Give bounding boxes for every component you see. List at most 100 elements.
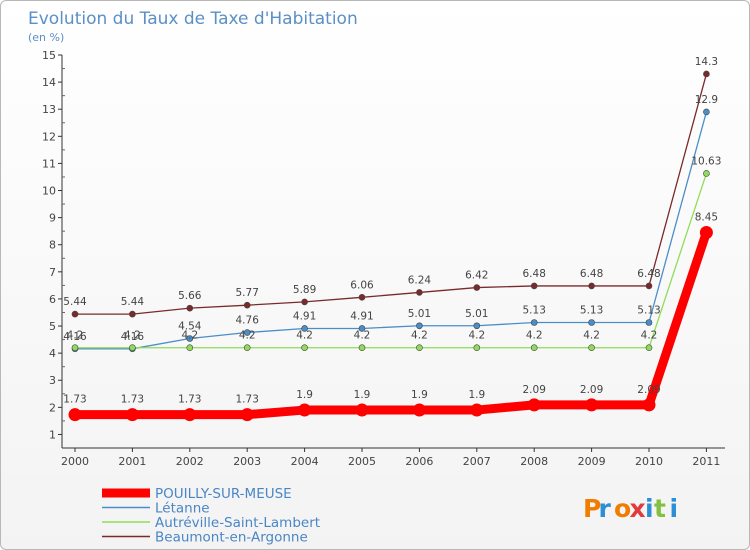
logo-letter: i: [670, 494, 679, 523]
data-label: 4.2: [239, 330, 256, 342]
x-tick-label: 2010: [635, 455, 663, 468]
data-point: [530, 344, 538, 352]
data-label: 4.2: [181, 330, 198, 342]
data-point: [699, 226, 713, 240]
legend-label: Létanne: [155, 501, 210, 517]
y-tick-label: 1: [49, 428, 56, 441]
logo-letter: o: [614, 494, 631, 523]
data-point: [71, 310, 79, 318]
data-point: [530, 319, 538, 326]
y-tick-label: 12: [42, 130, 56, 143]
data-label: 5.13: [523, 305, 546, 317]
data-label: 4.91: [293, 310, 316, 322]
data-label: 4.2: [468, 330, 485, 342]
data-label: 4.2: [641, 330, 658, 342]
data-label: 5.89: [293, 284, 316, 296]
data-point: [473, 284, 481, 291]
y-tick-label: 15: [42, 49, 56, 62]
data-label: 6.24: [408, 274, 432, 286]
data-label: 6.48: [637, 268, 660, 280]
data-label: 5.01: [465, 308, 488, 320]
series-layer: 5.44 5.44 5.66 5.77 5.89 6.06 6.24 6.42 6.48 6.48…: [63, 56, 721, 422]
data-point: [358, 294, 366, 301]
x-tick-label: 2004: [291, 455, 319, 468]
data-point: [412, 403, 426, 417]
logo-letter: i: [645, 494, 654, 523]
data-point: [358, 325, 366, 332]
data-point: [68, 408, 82, 422]
y-tick-label: 5: [49, 320, 56, 333]
logo-letter: t: [654, 494, 666, 523]
data-label: 5.44: [121, 296, 145, 308]
logo-letter: r: [599, 494, 612, 523]
chart-subtitle: (en %): [28, 31, 64, 44]
y-tick-label: 13: [42, 103, 56, 116]
data-point: [645, 344, 653, 352]
x-tick-label: 2007: [463, 455, 491, 468]
data-point: [243, 344, 251, 352]
y-tick-label: 9: [49, 212, 56, 225]
data-point: [298, 403, 312, 417]
data-label: 4.2: [411, 330, 428, 342]
data-label: 4.2: [526, 330, 543, 342]
data-label: 8.45: [695, 212, 718, 224]
data-point: [642, 398, 656, 412]
y-tick-label: 8: [49, 239, 56, 252]
data-point: [588, 344, 595, 352]
series-1: 1.73 1.73 1.73 1.73 1.9 1.9 1.9 1.9 2.09 2.09 2.09…: [63, 212, 718, 422]
data-point: [243, 301, 251, 309]
data-point: [358, 344, 366, 352]
legend-label: POUILLY-SUR-MEUSE: [155, 486, 292, 502]
data-label: 5.66: [178, 290, 202, 302]
data-label: 10.63: [691, 155, 721, 167]
data-label: 1.9: [468, 389, 485, 401]
data-point: [240, 408, 254, 422]
legend-label: Autréville-Saint-Lambert: [155, 515, 320, 531]
x-tick-label: 2005: [348, 455, 376, 468]
y-tick-label: 6: [49, 293, 56, 306]
x-tick-label: 2003: [233, 455, 261, 468]
x-tick-label: 2009: [578, 455, 606, 468]
series-line: [75, 173, 708, 349]
logo-letter: x: [630, 494, 646, 523]
data-point: [186, 335, 194, 342]
data-point: [183, 408, 197, 422]
data-label: 1.9: [354, 389, 371, 401]
x-tick-label: 2006: [405, 455, 433, 468]
y-tick-label: 11: [42, 157, 56, 170]
data-point: [125, 408, 139, 422]
data-label: 5.77: [236, 287, 259, 299]
data-label: 6.48: [523, 268, 546, 280]
data-label: 6.06: [350, 279, 374, 291]
data-point: [416, 322, 423, 330]
x-tick-label: 2001: [118, 455, 146, 468]
data-label: 1.73: [178, 394, 201, 406]
data-point: [473, 344, 481, 352]
data-point: [703, 70, 710, 78]
y-tick-label: 4: [49, 347, 56, 360]
data-label: 2.09: [523, 384, 546, 396]
data-label: 2.09: [637, 384, 660, 396]
data-point: [71, 344, 79, 352]
data-label: 5.44: [63, 296, 87, 308]
data-point: [588, 282, 595, 290]
series-line: [75, 231, 711, 420]
data-label: 5.13: [580, 305, 603, 317]
data-label: 5.13: [637, 305, 660, 317]
data-label: 4.2: [354, 330, 371, 342]
x-tick-label: 2011: [692, 455, 720, 468]
data-label: 4.54: [178, 321, 202, 333]
data-label: 5.01: [408, 308, 431, 320]
data-point: [243, 329, 251, 336]
data-label: 4.2: [67, 330, 84, 342]
data-label: 4.16: [63, 331, 87, 343]
data-point: [703, 108, 710, 116]
data-point: [473, 322, 481, 330]
x-tick-label: 2008: [520, 455, 548, 468]
series-4: 5.44 5.44 5.66 5.77 5.89 6.06 6.24 6.42 6.48 6.48…: [63, 56, 718, 318]
data-label: 4.2: [124, 330, 141, 342]
data-label: 6.48: [580, 268, 603, 280]
